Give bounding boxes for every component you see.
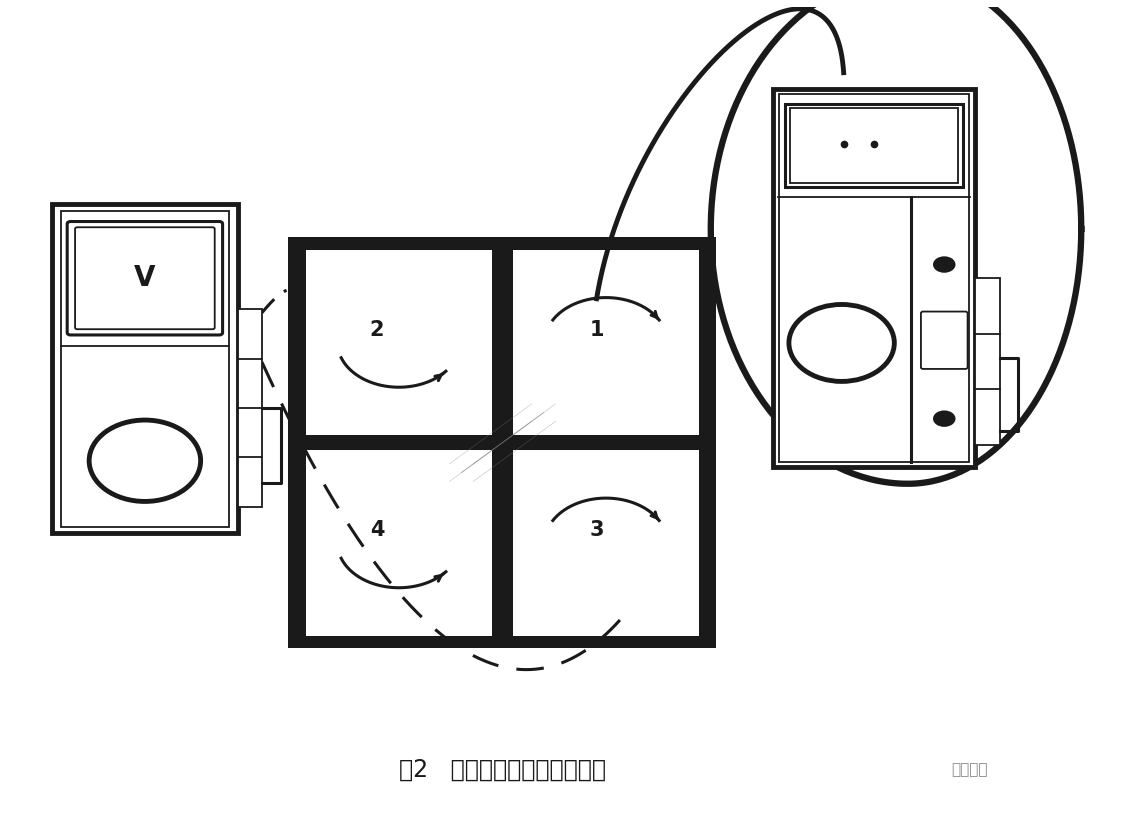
Circle shape <box>311 479 487 607</box>
FancyBboxPatch shape <box>75 227 214 329</box>
Bar <box>238 309 262 507</box>
Circle shape <box>933 257 955 273</box>
Bar <box>288 237 716 648</box>
Bar <box>52 204 238 533</box>
Circle shape <box>789 304 894 381</box>
Text: 汽修顾问: 汽修顾问 <box>952 762 988 777</box>
Bar <box>780 94 969 462</box>
FancyBboxPatch shape <box>921 312 968 369</box>
FancyBboxPatch shape <box>67 222 222 335</box>
Text: 1: 1 <box>591 319 604 339</box>
Bar <box>773 89 976 467</box>
Text: 3: 3 <box>591 520 604 540</box>
Circle shape <box>933 410 955 427</box>
Bar <box>790 109 958 183</box>
Circle shape <box>519 278 693 406</box>
Bar <box>306 436 699 450</box>
Bar <box>62 211 229 527</box>
Circle shape <box>89 420 201 502</box>
Bar <box>976 278 1000 445</box>
Circle shape <box>519 479 693 607</box>
Circle shape <box>311 278 487 406</box>
Bar <box>784 104 963 187</box>
Text: V: V <box>135 264 156 293</box>
Bar <box>306 250 699 635</box>
Text: 图2   曲轴位置传感器线束检查: 图2 曲轴位置传感器线束检查 <box>399 758 606 782</box>
Text: 4: 4 <box>369 520 384 540</box>
Bar <box>492 250 513 635</box>
Text: 2: 2 <box>369 319 384 339</box>
